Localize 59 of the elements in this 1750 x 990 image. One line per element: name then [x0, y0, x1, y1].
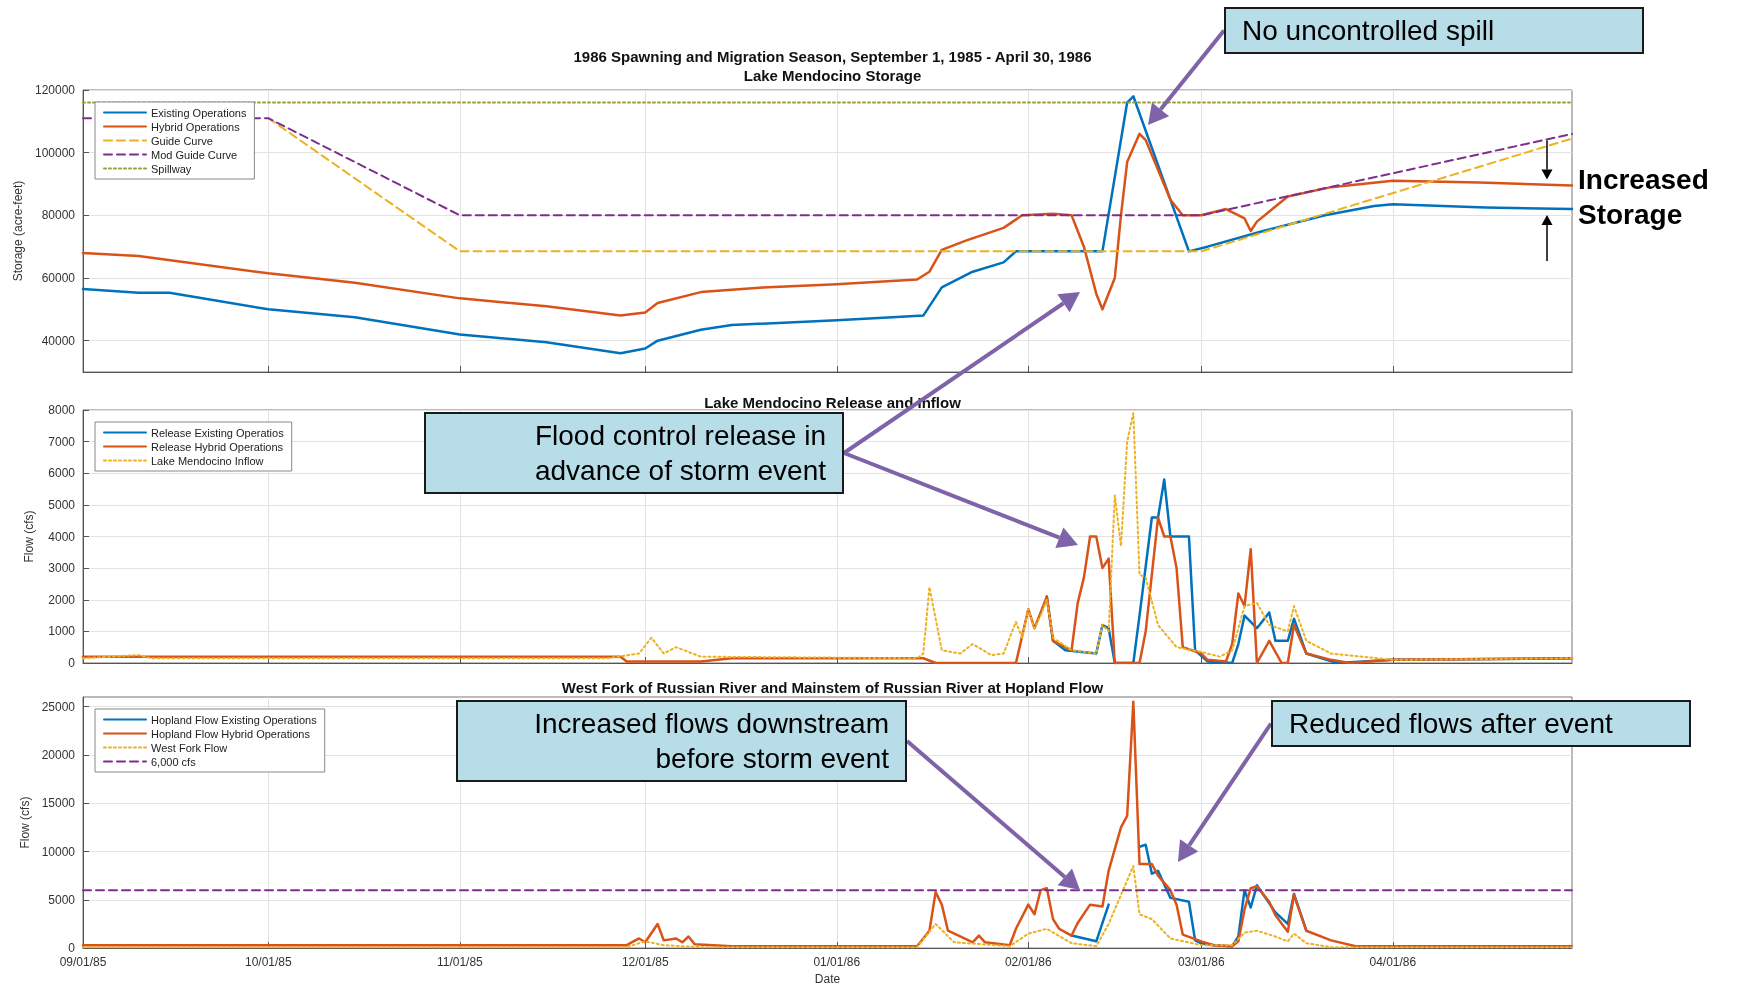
- y-tick-label: 4000: [48, 529, 76, 544]
- legend-label: Existing Operations: [151, 106, 247, 119]
- legend-label: Hybrid Operations: [151, 120, 241, 133]
- legend-label: West Fork Flow: [151, 741, 228, 754]
- chart-title: 1986 Spawning and Migration Season, September 1, 1985 - April 30, 1986: [573, 48, 1092, 65]
- y-axis-title: Flow (cfs): [22, 510, 36, 563]
- annotation: Reduced flows after event: [1289, 708, 1613, 739]
- y-tick-label: 60000: [41, 271, 76, 285]
- legend-label: 6,000 cfs: [151, 755, 197, 768]
- callout-box: Flood control release in advance of storm event: [424, 412, 844, 494]
- x-tick-label: 04/01/86: [1369, 955, 1417, 970]
- legend-label: Spillway: [151, 162, 192, 175]
- x-tick-label: 09/01/85: [59, 955, 107, 970]
- y-axis-title: Flow (cfs): [17, 796, 32, 849]
- text: Increased Storage: [1578, 164, 1709, 231]
- y-tick-label: 0: [68, 941, 76, 956]
- chart-title: Lake Mendocino Release and Inflow: [704, 394, 962, 411]
- line-series: [81, 95, 1574, 355]
- callout-box: No uncontrolled spill: [1224, 7, 1644, 54]
- x-tick-label: 03/01/86: [1177, 955, 1225, 970]
- line-series: [82, 412, 1573, 661]
- legend-label: Release Existing Operatios: [151, 426, 285, 439]
- annotation: Increased flows downstream before storm event: [534, 708, 889, 774]
- x-tick-label: 12/01/85: [621, 955, 669, 970]
- x-tick-label: 01/01/86: [813, 955, 861, 970]
- line-series: [81, 132, 1574, 317]
- y-tick-label: 0: [68, 656, 76, 670]
- chart-subtitle: Lake Mendocino Storage: [743, 67, 922, 84]
- y-tick-label: 8000: [48, 403, 76, 417]
- legend-label: Hopland Flow Hybrid Operations: [151, 727, 311, 740]
- y-tick-label: 10000: [41, 844, 76, 859]
- y-tick-label: 5000: [48, 892, 76, 907]
- x-tick-label: 02/01/86: [1004, 955, 1052, 970]
- y-tick-label: 5000: [48, 497, 76, 512]
- y-tick-label: 1000: [48, 624, 76, 639]
- callout-box: Increased flows downstream before storm event: [456, 700, 907, 782]
- y-tick-label: 80000: [41, 208, 76, 223]
- y-tick-label: 20000: [41, 747, 76, 762]
- chart-title: West Fork of Russian River and Mainstem of Russian River at Hopland Flow: [561, 679, 1104, 696]
- y-tick-label: 25000: [41, 699, 76, 714]
- legend-label: Mod Guide Curve: [151, 148, 238, 161]
- y-tick-label: 120000: [34, 83, 76, 97]
- legend-label: Guide Curve: [151, 134, 213, 147]
- legend-label: Release Hybrid Operations: [151, 440, 284, 453]
- x-tick-label: 10/01/85: [244, 955, 293, 970]
- x-axis-title: Date: [814, 972, 841, 986]
- y-tick-label: 15000: [41, 796, 76, 811]
- callout-box: Reduced flows after event: [1271, 700, 1691, 747]
- annotation: Flood control release in advance of storm event: [534, 420, 826, 486]
- y-tick-label: 7000: [48, 434, 76, 449]
- legend-label: Lake Mendocino Inflow: [151, 454, 264, 467]
- legend-label: Hopland Flow Existing Operations: [151, 713, 318, 726]
- x-tick-label: 11/01/85: [436, 955, 484, 970]
- y-tick-label: 2000: [48, 592, 76, 607]
- y-tick-label: 100000: [34, 145, 76, 160]
- y-tick-label: 3000: [48, 561, 76, 576]
- y-tick-label: 40000: [41, 333, 76, 348]
- y-axis-title: Storage (acre-feet): [11, 180, 26, 282]
- y-tick-label: 6000: [48, 466, 76, 481]
